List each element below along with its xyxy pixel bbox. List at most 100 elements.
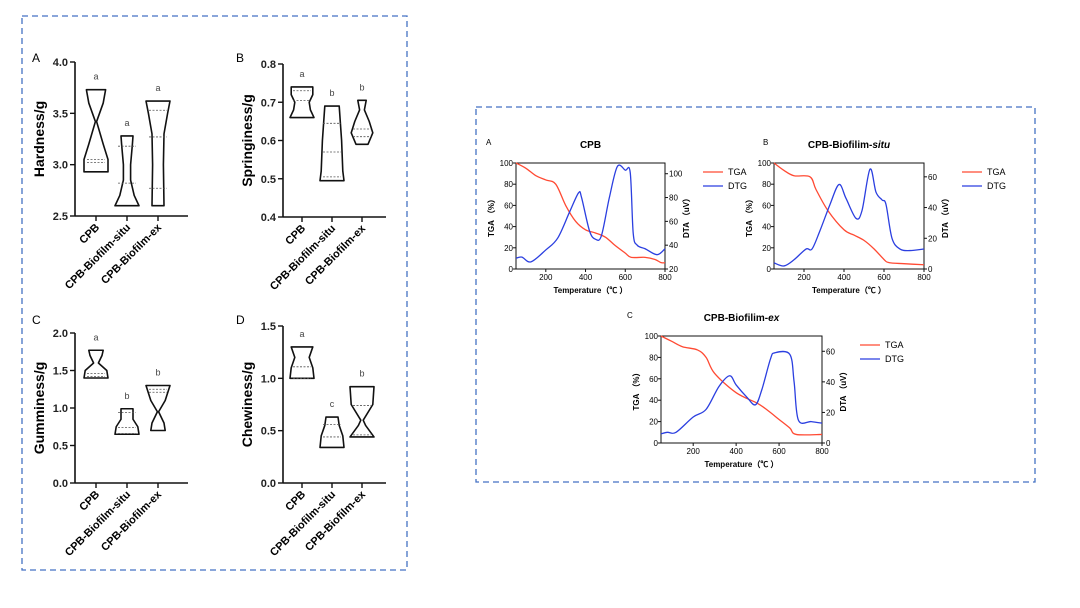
significance-letter: a	[93, 72, 98, 82]
y-tick-label: 0.0	[53, 478, 68, 490]
panel-label: A	[32, 51, 40, 65]
legend-label: TGA	[885, 340, 904, 350]
violin-chart-B: B0.40.50.60.70.8Springiness/gCPBaCPB-Bio…	[236, 51, 386, 293]
y-tick-label: 0.4	[261, 212, 277, 224]
legend-label: TGA	[728, 167, 747, 177]
legend-label: DTG	[885, 354, 904, 364]
tga-chart-A: A CPB 200 400 600 800 0 20 40 60 80 100 20 40 60 80 100 T…	[486, 138, 747, 295]
y-tick-label: 3.5	[53, 108, 68, 120]
x-axis-label: Temperature（℃ ）	[704, 459, 778, 469]
significance-letter: b	[359, 369, 364, 379]
x-tick-label: 200	[687, 447, 701, 456]
y-tick-label: 2.0	[53, 328, 68, 340]
y-tick-label: 40	[649, 396, 658, 405]
x-tick-label: 600	[619, 273, 633, 282]
x-tick-label: 800	[815, 447, 829, 456]
significance-letter: b	[124, 391, 129, 401]
y-tick-label: 0.5	[261, 174, 276, 186]
y2-tick-label: 40	[669, 241, 678, 250]
panel-label: A	[486, 138, 492, 147]
violin-chart-A: A2.53.03.54.0Hardness/gCPBaCPB-Biofilm-s…	[31, 51, 188, 292]
y-tick-label: 1.0	[53, 403, 68, 415]
x-tick-label: CPB	[77, 222, 102, 247]
panel-label: C	[627, 311, 633, 320]
y2-tick-label: 20	[826, 408, 835, 417]
significance-letter: a	[299, 329, 304, 339]
x-tick-label: 400	[837, 273, 851, 282]
y2-tick-label: 60	[928, 173, 937, 182]
y-axis-label: Chewiness/g	[239, 362, 255, 448]
y2-tick-label: 60	[669, 217, 678, 226]
y-tick-label: 100	[645, 332, 659, 341]
series-line-tga	[660, 335, 823, 436]
y2-tick-label: 20	[928, 234, 937, 243]
panel-label: C	[32, 313, 41, 327]
y-tick-label: 0.5	[53, 441, 68, 453]
x-tick-label: CPB	[283, 489, 308, 514]
y-tick-label: 60	[762, 201, 771, 210]
plot-frame	[773, 162, 925, 270]
y-tick-label: 0.5	[261, 426, 276, 438]
y-tick-label: 0	[767, 265, 772, 274]
x-tick-label: 200	[797, 273, 811, 282]
y2-tick-label: 80	[669, 194, 678, 203]
y-tick-label: 0	[509, 265, 514, 274]
y-tick-label: 80	[504, 180, 513, 189]
y-tick-label: 100	[758, 159, 772, 168]
y-tick-label: 60	[649, 375, 658, 384]
y-tick-label: 60	[504, 201, 513, 210]
significance-letter: b	[329, 88, 334, 98]
x-tick-label: 600	[772, 447, 786, 456]
x-tick-label: 400	[579, 273, 593, 282]
y2-axis-label: DTA （uV）	[838, 368, 848, 412]
significance-letter: b	[359, 82, 364, 92]
x-tick-label: 800	[917, 273, 931, 282]
y-tick-label: 20	[762, 244, 771, 253]
y-axis-label: TGA （%）	[486, 195, 496, 237]
y-tick-label: 0.0	[261, 478, 276, 490]
y2-tick-label: 100	[669, 170, 683, 179]
x-tick-label: CPB	[77, 489, 102, 514]
plot-frame	[660, 335, 823, 444]
violin	[145, 100, 171, 207]
y2-tick-label: 0	[826, 439, 831, 448]
x-tick-label: 600	[877, 273, 891, 282]
y-tick-label: 2.5	[53, 211, 68, 223]
y-tick-label: 80	[762, 180, 771, 189]
y-axis-label: TGA （%）	[631, 369, 641, 411]
y-tick-label: 20	[504, 244, 513, 253]
y-tick-label: 0.6	[261, 136, 276, 148]
y-axis-label: Gumminess/g	[31, 362, 47, 455]
y-axis-label: TGA （%）	[744, 195, 754, 237]
violin	[349, 385, 375, 438]
panel-label: D	[236, 313, 245, 327]
x-axis-label: Temperature（℃ ）	[553, 285, 627, 295]
y2-tick-label: 0	[928, 265, 933, 274]
significance-letter: b	[155, 368, 160, 378]
y-tick-label: 20	[649, 418, 658, 427]
chart-title-italic: ex	[768, 313, 780, 324]
y-tick-label: 4.0	[53, 57, 68, 69]
violin	[289, 86, 315, 119]
right-panel-frame	[475, 106, 1036, 483]
plot-frame	[515, 162, 666, 270]
x-tick-label: 400	[729, 447, 743, 456]
panel-label: B	[236, 51, 244, 65]
y-tick-label: 3.0	[53, 160, 68, 172]
y2-tick-label: 20	[669, 265, 678, 274]
y2-tick-label: 60	[826, 347, 835, 356]
y-tick-label: 0.8	[261, 59, 276, 71]
violin	[145, 384, 171, 432]
chart-title: CPB-Biofilim-ex	[704, 313, 780, 324]
violin	[83, 349, 109, 379]
significance-letter: a	[155, 83, 160, 93]
significance-letter: a	[93, 332, 98, 342]
x-tick-label: CPB	[283, 223, 308, 248]
violin	[319, 105, 345, 182]
y-tick-label: 80	[649, 353, 658, 362]
y2-axis-label: DTA （uV）	[681, 194, 691, 238]
significance-letter: a	[124, 118, 129, 128]
violin	[350, 99, 374, 146]
y-tick-label: 1.5	[53, 366, 68, 378]
